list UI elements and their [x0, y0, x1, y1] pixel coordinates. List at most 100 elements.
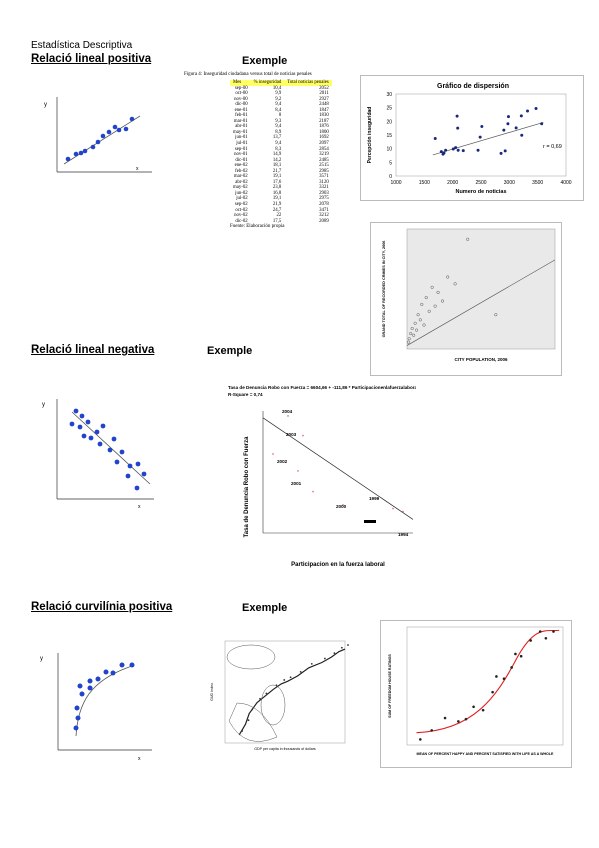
table-cell-month: mar-02 — [233, 174, 248, 180]
data-point — [265, 692, 268, 695]
y-axis-label: Percepción inseguridad — [367, 107, 373, 164]
table-cell-month: mar-01 — [233, 118, 248, 124]
table-cell-insecurity: 9,2 — [275, 96, 282, 102]
table-cell-insecurity: 21,9 — [272, 201, 282, 207]
plot-area — [406, 626, 564, 746]
table-row: may-02 23,8 3321 — [230, 185, 332, 191]
data-point — [406, 340, 411, 344]
example-label-2: Exemple — [207, 345, 253, 357]
data-point — [430, 729, 434, 732]
point-label: 1994 — [398, 532, 409, 537]
table-cell-news: 2448 — [319, 102, 329, 108]
scatter-chart-robbery-labor: Tasa de Denuncia Robo con Fuerza = 6604,… — [228, 385, 416, 568]
data-point: * — [287, 415, 289, 421]
data-table: Mes % inseguridad Total noticias penales… — [230, 80, 332, 224]
table-cell-news: 1692 — [319, 135, 329, 141]
scatter-chart-happiness-freedom: MEAN OF PERCENT HAPPY AND PERCENT SATISF… — [380, 620, 572, 768]
x-tick-label: 1500 — [419, 180, 430, 186]
table-cell-month: ene-01 — [234, 107, 248, 113]
table-cell-month: nov-01 — [234, 152, 248, 158]
trend-curve — [238, 648, 346, 736]
sketch-positive-linear: y x — [44, 97, 152, 173]
example-label-1: Exemple — [242, 55, 288, 67]
data-point — [502, 677, 506, 680]
sketch-points — [65, 116, 135, 162]
table-cell-news: 2975 — [319, 196, 329, 202]
x-axis-label: Participacion en la fuerza laboral — [291, 562, 385, 568]
y-axis-label: SUM OF FREEDOM HOUSE RATINGS — [388, 654, 392, 718]
data-point — [480, 125, 484, 129]
data-point — [433, 304, 437, 308]
table-cell-insecurity: 18,1 — [272, 163, 282, 169]
data-point — [461, 149, 465, 153]
table-cell-news: 2903 — [319, 190, 329, 196]
data-point — [409, 332, 413, 336]
table-cell-news: 2485 — [319, 157, 329, 163]
data-point — [534, 106, 538, 110]
table-row: may-01 8,9 1800 — [230, 130, 332, 136]
data-point — [529, 639, 532, 642]
sketch-points — [69, 408, 147, 491]
data-point — [510, 666, 513, 669]
table-row: jul-01 9,4 2097 — [230, 141, 332, 147]
table-cell-news: 2052 — [319, 85, 329, 91]
y-tick-label: 0 — [389, 174, 392, 180]
table-row: dic-00 9,4 2448 — [230, 102, 332, 108]
data-point — [259, 697, 261, 700]
y-tick-label: 30 — [386, 92, 392, 98]
table-row: dic-02 17,5 2089 — [230, 219, 332, 225]
table-row: mar-02 19,1 3571 — [230, 174, 332, 180]
table-row: ene-01 8,4 1847 — [230, 108, 332, 114]
data-point — [241, 730, 244, 732]
table-cell-insecurity: 22 — [276, 213, 282, 219]
table-cell-insecurity: 14,2 — [272, 157, 282, 163]
data-point — [494, 313, 498, 317]
y-tick-label: 25 — [386, 106, 392, 112]
table-cell-insecurity: 17,6 — [272, 179, 282, 185]
table-header-news: Total noticias penales — [284, 80, 332, 86]
x-tick-label: 2500 — [475, 180, 486, 186]
x-tick-label: 1000 — [390, 180, 401, 186]
table-cell-news: 2515 — [319, 163, 329, 169]
table-cell-news: 2078 — [319, 201, 329, 207]
point-label: 2001 — [291, 481, 302, 486]
table-row: sep-01 8,3 2854 — [230, 147, 332, 153]
data-point — [247, 719, 250, 722]
table-cell-month: dic-02 — [235, 218, 248, 224]
sketch-trend-curve — [75, 665, 133, 737]
table-cell-news: 2089 — [319, 218, 329, 224]
y-tick-label: 5 — [389, 160, 392, 166]
point-cluster — [364, 520, 376, 523]
data-point — [436, 290, 440, 294]
x-axis-label: MEAN OF PERCENT HAPPY AND PERCENT SATISF… — [417, 752, 555, 756]
table-row: sep-02 21,9 2078 — [230, 202, 332, 208]
table-cell-insecurity: 19,1 — [272, 196, 282, 202]
data-point — [418, 318, 422, 322]
table-cell-news: 3212 — [319, 213, 329, 219]
table-cell-month: sep-00 — [234, 85, 248, 91]
table-header-insecurity: % inseguridad — [250, 80, 285, 86]
table-cell-insecurity: 8 — [278, 113, 282, 119]
data-point — [514, 126, 518, 130]
data-point — [491, 690, 494, 694]
table-row: nov-00 9,2 2927 — [230, 97, 332, 103]
sketch-y-label: y — [44, 102, 47, 108]
data-point — [251, 708, 254, 711]
sketch-negative-linear: y x — [42, 399, 154, 510]
chart-subtitle: R-Square = 0,74 — [228, 392, 263, 397]
point-label: 2004 — [282, 409, 293, 414]
table-row: oct-00 9,9 2011 — [230, 91, 332, 97]
data-table-block: Figura 4: Inseguridad ciudadana versus t… — [184, 72, 354, 229]
table-cell-month: sep-01 — [234, 146, 248, 152]
y-axis-label: GRAND TOTAL OF RECORDED CRIMES IN CITY, … — [382, 241, 386, 338]
correlation-annotation: r = 0,69 — [543, 144, 562, 150]
data-point — [506, 122, 510, 126]
data-point — [424, 296, 428, 300]
data-point — [446, 275, 450, 279]
y-tick-label: 20 — [386, 119, 392, 125]
sketch-points — [73, 662, 135, 731]
table-cell-month: sep-02 — [234, 201, 248, 207]
table-cell-news: 2187 — [319, 118, 329, 124]
data-point — [519, 654, 523, 658]
data-point — [416, 313, 420, 317]
